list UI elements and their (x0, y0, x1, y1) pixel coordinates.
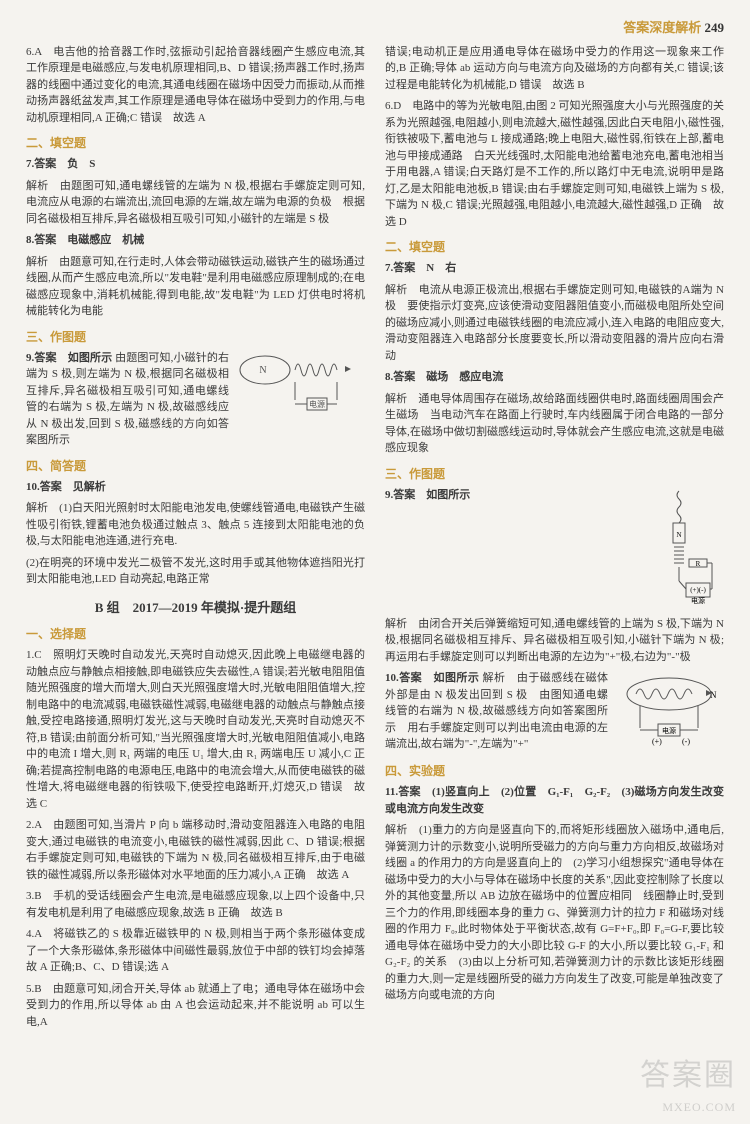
r7-analysis: 解析 电流从电源正极流出,根据右手螺旋定则可知,电磁铁的A端为 N 极 要使指示… (385, 282, 724, 365)
svg-text:N: N (259, 365, 266, 376)
svg-text:R: R (696, 560, 701, 568)
q9-analysis: 由题图可知,小磁针的右端为 S 极,则左端为 N 极,根据同名磁极相互排斥,异名… (26, 352, 229, 447)
r8-answer: 8.答案 磁场 感应电流 (385, 369, 724, 386)
r9-answer: 9.答案 如图所示 (385, 489, 470, 501)
r9-analysis: 解析 由闭合开关后弹簧缩短可知,通电螺线管的上端为 S 极,下端为 N 极,根据… (385, 616, 724, 666)
sec4-head: 四、简答题 (26, 457, 365, 475)
r8-analysis: 解析 通电导体周围存在磁场,故给路面线圈供电时,路面线圈周围会产生磁场 当电动汽… (385, 391, 724, 457)
sec2r-head: 二、填空题 (385, 238, 724, 256)
item-6a: 6.A 电吉他的拾音器工作时,弦振动引起拾音器线圈产生感应电流,其工作原理是电磁… (26, 44, 365, 127)
svg-text:(-): (-) (682, 737, 690, 746)
svg-text:电源: 电源 (691, 596, 705, 605)
q7-answer: 7.答案 负 S (26, 156, 365, 173)
right-column: 错误;电动机正是应用通电导体在磁场中受力的作用这一现象来工作的,B 正确;导体 … (385, 44, 724, 1036)
r6d: 6.D 电路中的等为光敏电阻,由图 2 可知光照强度大小与光照强度的关系为光照越… (385, 98, 724, 230)
svg-text:N: N (676, 531, 681, 539)
header-title: 答案深度解析 (623, 20, 701, 35)
r11-answer: 11.答案 (1)竖直向上 (2)位置 G₁-F₁ G₂-F₂ (3)磁场方向发… (385, 784, 724, 817)
q9-block: 电源 N 9.答案 如图所示 由题图可知,小磁针的右端为 S 极,则左端为 N … (26, 350, 365, 449)
svg-text:电源: 电源 (309, 399, 325, 409)
watermark-url: MXEO.COM (640, 1098, 736, 1116)
left-column: 6.A 电吉他的拾音器工作时,弦振动引起拾音器线圈产生感应电流,其工作原理是电磁… (26, 44, 365, 1036)
svg-text:(+)(-): (+)(-) (690, 586, 706, 594)
q10-answer: 10.答案 见解析 (26, 479, 365, 496)
r5cont: 错误;电动机正是应用通电导体在磁场中受力的作用这一现象来工作的,B 正确;导体 … (385, 44, 724, 94)
page-header: 答案深度解析 249 (26, 18, 724, 38)
watermark-text: 答案圈 (640, 1053, 736, 1098)
content-columns: 6.A 电吉他的拾音器工作时,弦振动引起拾音器线圈产生感应电流,其工作原理是电磁… (26, 44, 724, 1036)
group-b-head: B 组 2017—2019 年模拟·提升题组 (26, 598, 365, 618)
q8-answer: 8.答案 电磁感应 机械 (26, 232, 365, 249)
q7-analysis: 解析 由题图可知,通电螺线管的左端为 N 极,根据右手螺旋定则可知,电流应从电源… (26, 178, 365, 228)
b4: 4.A 将磁铁乙的 S 极靠近磁铁甲的 N 极,则相当于两个条形磁体变成了一个大… (26, 926, 365, 976)
r9-block: 9.答案 如图所示 N R (+)(-) 电源 (385, 487, 724, 611)
svg-text:(+): (+) (652, 737, 662, 746)
q9-answer: 9.答案 如图所示 (26, 352, 112, 364)
sec1b-head: 一、选择题 (26, 625, 365, 643)
r9-figure: N R (+)(-) 电源 (634, 489, 724, 609)
b1: 1.C 照明灯天晚时自动发光,天亮时自动熄灭,因此晚上电磁继电器的动触点应与静触… (26, 647, 365, 812)
sec3-head: 三、作图题 (26, 328, 365, 346)
r11-analysis: 解析 (1)重力的方向是竖直向下的,而将矩形线圈放入磁场中,通电后,弹簧测力计的… (385, 822, 724, 1004)
svg-text:N: N (710, 690, 717, 700)
watermark: 答案圈 MXEO.COM (640, 1053, 736, 1116)
q10-analysis1: 解析 (1)白天阳光照射时太阳能电池发电,使螺线管通电,电磁铁产生磁性吸引衔铁,… (26, 500, 365, 550)
q9-figure: 电源 N (235, 352, 365, 422)
sec2-head: 二、填空题 (26, 134, 365, 152)
sec3r-head: 三、作图题 (385, 465, 724, 483)
q10-analysis2: (2)在明亮的环境中发光二极管不发光,这时用手或其他物体遮挡阳光打到太阳能电池,… (26, 555, 365, 588)
page-number: 249 (705, 20, 725, 35)
svg-text:电源: 电源 (662, 726, 676, 735)
r7-answer: 7.答案 N 右 (385, 260, 724, 277)
r10-figure: N 电源 (+) (-) (614, 672, 724, 752)
q8-analysis: 解析 由题意可知,在行走时,人体会带动磁铁运动,磁铁产生的磁场通过线圈,从而产生… (26, 254, 365, 320)
sec4r-head: 四、实验题 (385, 762, 724, 780)
b5: 5.B 由题意可知,闭合开关,导体 ab 就通上了电；通电导体在磁场中会受到力的… (26, 981, 365, 1031)
r10-answer: 10.答案 如图所示 (385, 672, 479, 684)
b3: 3.B 手机的受话线圈会产生电流,是电磁感应现象,以上四个设备中,只有发电机是利… (26, 888, 365, 921)
b2: 2.A 由题图可知,当滑片 P 向 b 端移动时,滑动变阻器连入电路的电阻变大,… (26, 817, 365, 883)
r10-block: 10.答案 如图所示 N 电源 (+) (-) (385, 670, 724, 754)
